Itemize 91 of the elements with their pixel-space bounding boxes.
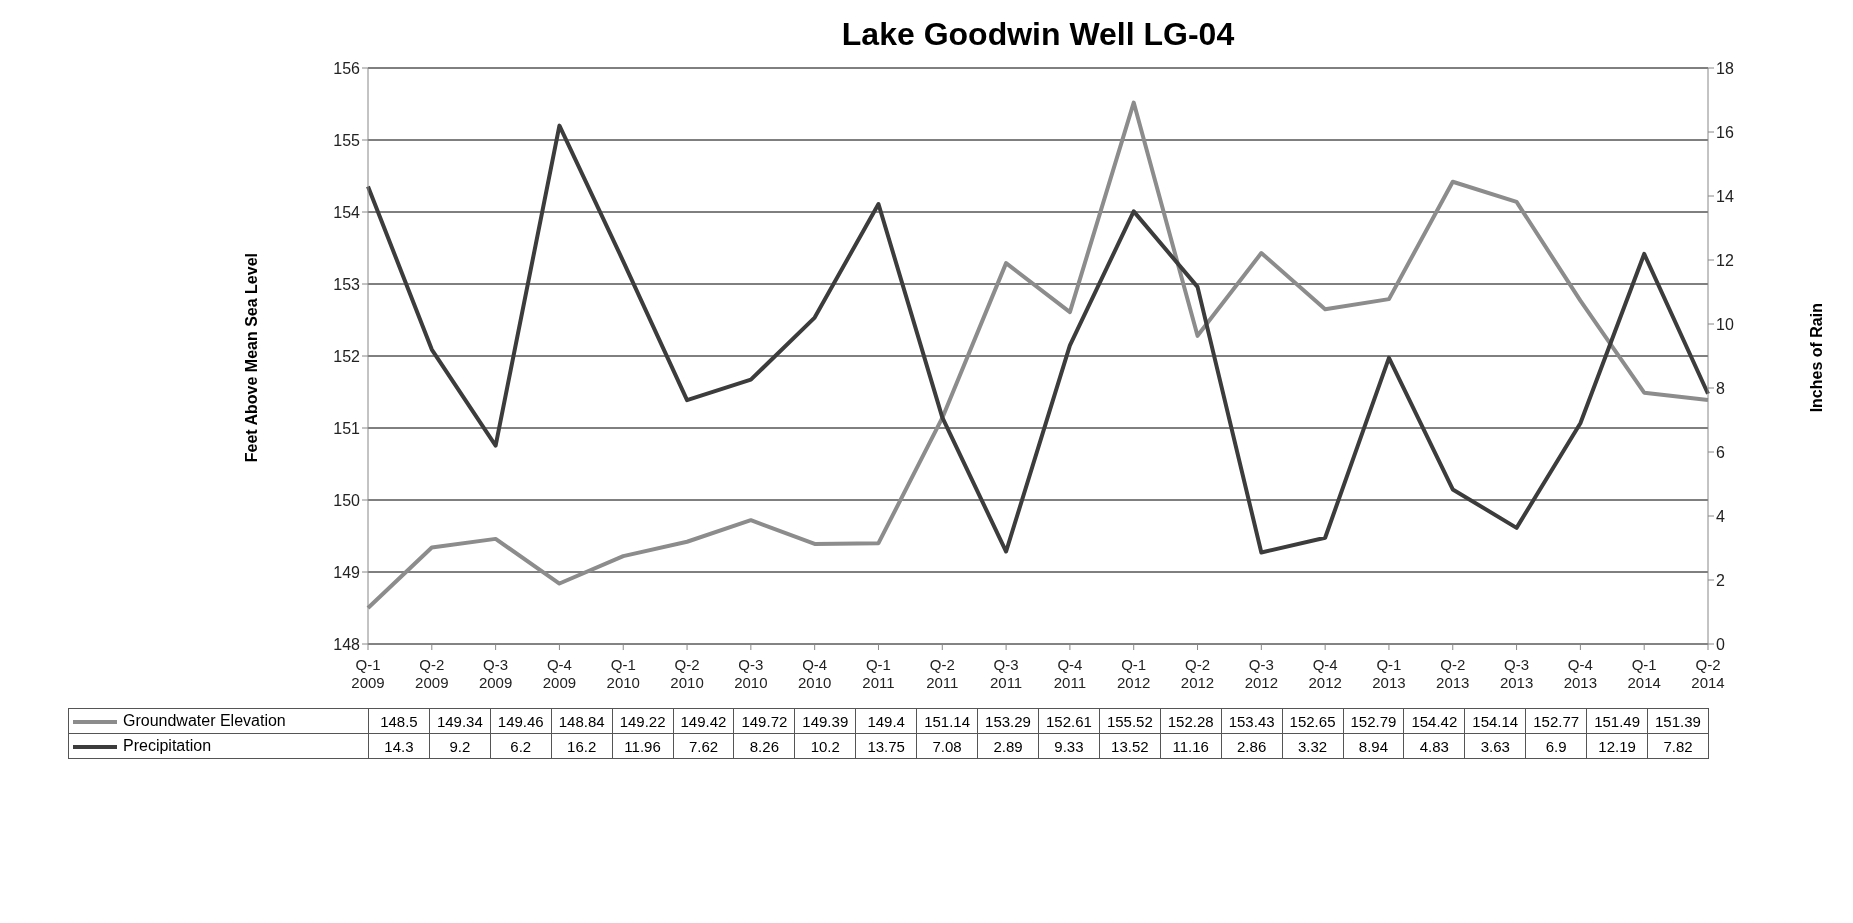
x-tick-label: Q-1 2013	[1372, 656, 1406, 691]
x-tick-label: Q-4 2013	[1563, 656, 1598, 691]
x-tick-label: Q-2 2010	[670, 656, 704, 691]
data-label: 10.2	[794, 733, 856, 759]
x-tick-label: Q-3 2010	[734, 656, 768, 691]
y2-tick-label: 2	[1716, 571, 1725, 589]
y-tick-label: 153	[333, 275, 361, 293]
y2-tick-label: 0	[1716, 635, 1725, 653]
data-label: 149.72	[733, 708, 795, 734]
y-tick-label: 155	[333, 131, 361, 149]
x-tick-label: Q-1 2010	[606, 656, 640, 691]
x-tick-label: Q-3 2009	[478, 656, 513, 691]
y-tick-label: 156	[333, 59, 361, 77]
data-label: 11.16	[1160, 733, 1222, 759]
data-label: 7.82	[1647, 733, 1709, 759]
data-label: 7.08	[916, 733, 978, 759]
data-label: 148.84	[551, 708, 613, 734]
data-label: 148.5	[368, 708, 430, 734]
data-label: 154.42	[1403, 708, 1465, 734]
data-label: 152.79	[1343, 708, 1404, 734]
data-label: 14.3	[368, 733, 430, 759]
x-tick-label: Q-1 2012	[1117, 656, 1151, 691]
data-label: 8.94	[1343, 733, 1404, 759]
y2-tick-label: 4	[1716, 507, 1725, 525]
data-label: 9.2	[429, 733, 491, 759]
x-tick-label: Q-2 2009	[415, 656, 449, 691]
data-label: 6.2	[490, 733, 552, 759]
data-label: 155.52	[1099, 708, 1161, 734]
data-label: 153.43	[1221, 708, 1283, 734]
x-tick-label: Q-4 2009	[542, 656, 577, 691]
y-tick-label: 154	[333, 203, 361, 221]
data-label: 9.33	[1038, 733, 1100, 759]
x-tick-label: Q-3 2011	[989, 656, 1023, 691]
data-label: 4.83	[1403, 733, 1465, 759]
data-label: 152.61	[1038, 708, 1100, 734]
data-label: 154.14	[1464, 708, 1526, 734]
y-axis-title: Feet Above Mean Sea Level	[243, 253, 261, 463]
x-tick-label: Q-1 2011	[862, 656, 895, 691]
data-label: 8.26	[733, 733, 795, 759]
y2-axis-title: Inches of Rain	[1808, 303, 1826, 413]
data-label: 13.52	[1099, 733, 1161, 759]
x-tick-label: Q-2 2013	[1436, 656, 1470, 691]
y-tick-label: 152	[333, 347, 361, 365]
y2-tick-label: 16	[1716, 123, 1734, 141]
x-tick-label: Q-2 2011	[926, 656, 959, 691]
data-label: 151.14	[916, 708, 978, 734]
data-label: 12.19	[1586, 733, 1648, 759]
x-tick-label: Q-3 2013	[1499, 656, 1534, 691]
data-label: 7.62	[673, 733, 734, 759]
data-label: 3.32	[1282, 733, 1343, 759]
y2-tick-label: 6	[1716, 443, 1725, 461]
line-series	[366, 123, 1710, 555]
data-label: 152.65	[1282, 708, 1343, 734]
data-label: 149.42	[673, 708, 734, 734]
data-label: 149.4	[855, 708, 917, 734]
data-label: 2.86	[1221, 733, 1283, 759]
y-tick-label: 149	[333, 563, 361, 581]
data-label: 149.39	[794, 708, 856, 734]
data-label: 3.63	[1464, 733, 1526, 759]
y-tick-label: 148	[333, 635, 361, 653]
x-tick-label: Q-4 2010	[797, 656, 832, 691]
data-label: 13.75	[855, 733, 917, 759]
data-label: 151.39	[1647, 708, 1709, 734]
x-tick-label: Q-2 2012	[1180, 656, 1215, 691]
data-label: 149.46	[490, 708, 552, 734]
y2-tick-label: 10	[1716, 315, 1734, 333]
y2-tick-label: 12	[1716, 251, 1734, 269]
x-tick-label: Q-1 2009	[351, 656, 385, 691]
y2-tick-label: 14	[1716, 187, 1734, 205]
data-label: 152.28	[1160, 708, 1222, 734]
data-label: 151.49	[1586, 708, 1648, 734]
data-label: 6.9	[1525, 733, 1587, 759]
data-label: 11.96	[612, 733, 674, 759]
y-tick-label: 150	[333, 491, 361, 509]
legend-label: Precipitation	[68, 733, 369, 759]
y2-tick-label: 8	[1716, 379, 1725, 397]
y2-tick-label: 18	[1716, 59, 1734, 77]
x-tick-label: Q-1 2014	[1627, 656, 1661, 691]
data-label: 149.34	[429, 708, 491, 734]
legend-label: Groundwater Elevation	[68, 708, 369, 734]
data-label: 149.22	[612, 708, 674, 734]
x-tick-label: Q-4 2011	[1053, 656, 1087, 691]
x-tick-label: Q-3 2012	[1244, 656, 1279, 691]
x-tick-label: Q-4 2012	[1308, 656, 1342, 691]
x-tick-label: Q-2 2014	[1691, 656, 1725, 691]
data-label: 153.29	[977, 708, 1039, 734]
y-tick-label: 151	[333, 419, 361, 437]
data-label: 2.89	[977, 733, 1039, 759]
data-label: 152.77	[1525, 708, 1587, 734]
chart-title: Lake Goodwin Well LG-04	[840, 16, 1236, 53]
data-label: 16.2	[551, 733, 613, 759]
